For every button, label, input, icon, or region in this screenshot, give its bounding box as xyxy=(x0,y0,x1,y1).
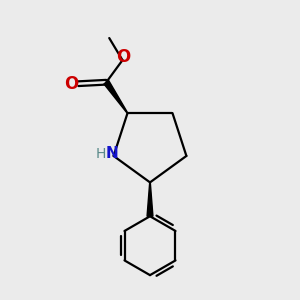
Text: N: N xyxy=(106,146,118,161)
Text: O: O xyxy=(116,48,130,66)
Polygon shape xyxy=(104,81,128,113)
Text: H: H xyxy=(96,147,106,160)
Polygon shape xyxy=(147,182,153,216)
Text: O: O xyxy=(64,75,78,93)
